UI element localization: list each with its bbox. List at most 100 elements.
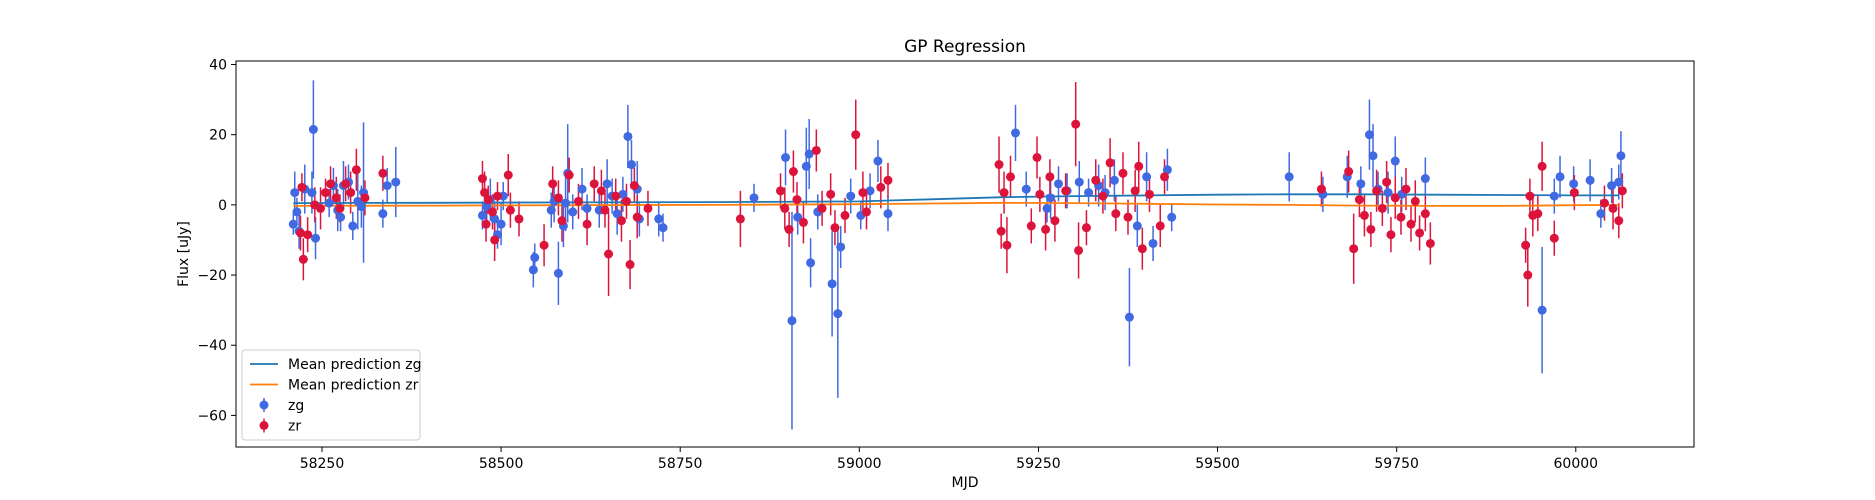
zg-point: [623, 131, 633, 141]
zr-point: [1032, 153, 1042, 162]
zr-point: [351, 165, 361, 175]
zg-point: [290, 188, 300, 198]
zr-point: [295, 228, 305, 238]
zr-point: [1406, 219, 1416, 229]
zg-point: [1132, 221, 1142, 231]
zr-point: [1390, 193, 1400, 203]
zr-point: [596, 186, 606, 196]
zr-point: [616, 216, 626, 226]
zg-point: [612, 209, 622, 219]
zg-point: [1614, 177, 1624, 187]
zg-point: [546, 205, 556, 215]
y-tick-label: −40: [197, 338, 227, 354]
zr-point: [1608, 203, 1618, 213]
zg-point: [1046, 193, 1056, 203]
legend-label: zg: [288, 398, 304, 414]
x-tick-label: 59000: [837, 456, 882, 472]
zr-point: [1026, 221, 1036, 231]
zr-point: [360, 193, 370, 203]
x-tick-label: 59750: [1374, 456, 1419, 472]
zg-point: [806, 258, 816, 268]
zr-point: [1599, 198, 1609, 208]
zr-point: [999, 188, 1009, 198]
zg-point: [1368, 151, 1378, 161]
zr-point: [326, 179, 336, 189]
legend-box: [241, 349, 421, 441]
y-tick-label: −60: [197, 408, 227, 424]
zr-point: [1521, 240, 1531, 250]
zr-point: [493, 191, 503, 201]
legend: Mean prediction zg Mean prediction zr zg zr: [241, 349, 422, 441]
y-tick-label: −20: [197, 268, 227, 284]
points-layer: [288, 119, 1627, 326]
zr-point: [1359, 210, 1369, 220]
zr-point: [297, 182, 307, 192]
zr-point: [1045, 172, 1055, 182]
zg-point: [793, 212, 803, 222]
zg-point: [356, 202, 366, 212]
zg-point: [1555, 172, 1565, 182]
zr-point: [1401, 184, 1411, 194]
zg-point: [836, 242, 846, 252]
zr-point: [1160, 172, 1170, 182]
x-tick-label: 59250: [1016, 456, 1061, 472]
zr-point: [1396, 212, 1406, 222]
zr-point: [589, 179, 599, 189]
zr-point: [784, 224, 794, 234]
zg-point: [496, 219, 506, 229]
zg-point: [883, 209, 893, 219]
zr-point: [621, 196, 631, 206]
zg-point: [1569, 179, 1579, 189]
zr-point: [826, 189, 836, 199]
zg-point: [1162, 165, 1172, 175]
zr-point: [1123, 212, 1133, 222]
zr-point: [1366, 224, 1376, 234]
zg-point: [1021, 184, 1031, 194]
zr-point: [514, 214, 524, 224]
zr-point: [776, 186, 786, 196]
zr-point: [1105, 158, 1115, 168]
zg-point: [1148, 238, 1158, 248]
zr-point: [1523, 270, 1533, 280]
zg-point: [292, 207, 302, 217]
zr-point: [573, 196, 583, 206]
zg-point: [336, 212, 346, 222]
zg-point: [577, 184, 587, 194]
zg-point: [804, 149, 814, 159]
x-axis-label: MJD: [952, 475, 979, 491]
y-axis-label: Flux [uJy]: [176, 221, 192, 287]
zr-point: [1386, 230, 1396, 240]
zr-point: [632, 212, 642, 222]
x-axis: 58250 58500 58750 59000 59250 59500 59750 60000: [300, 447, 1598, 472]
zr-point: [1111, 209, 1121, 219]
zr-point: [788, 167, 798, 177]
zr-point: [503, 170, 513, 180]
zg-point: [1084, 188, 1094, 198]
zr-point: [539, 240, 549, 250]
zr-point: [548, 179, 558, 189]
zg-point: [324, 198, 334, 208]
zr-point: [792, 195, 802, 205]
zg-point: [618, 189, 628, 199]
zg-point: [1142, 172, 1152, 182]
zr-point: [1617, 186, 1627, 196]
zr-point: [611, 191, 621, 201]
y-tick-label: 20: [209, 128, 227, 144]
zr-point: [335, 203, 345, 213]
zg-point: [1284, 172, 1294, 182]
zr-point: [625, 260, 635, 270]
zr-point: [481, 219, 491, 229]
zr-point: [303, 230, 313, 240]
zg-point: [307, 188, 317, 198]
zr-point: [582, 219, 592, 229]
zr-point: [861, 207, 871, 217]
zg-point: [833, 309, 843, 319]
zr-point: [1041, 224, 1051, 234]
zr-point: [1091, 175, 1101, 185]
zr-point: [840, 210, 850, 220]
zr-point: [643, 203, 653, 213]
zr-point: [480, 188, 490, 198]
zr-point: [483, 195, 493, 205]
zg-point: [1420, 174, 1430, 184]
